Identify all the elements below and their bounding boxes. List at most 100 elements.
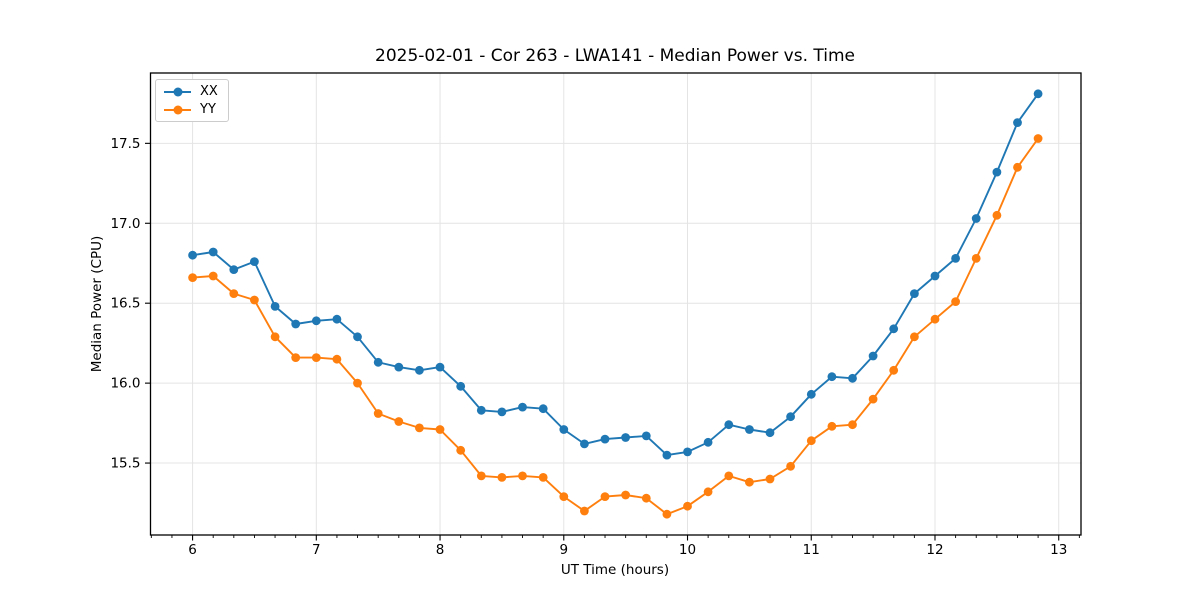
y-tick-label: 17.5 [110,136,140,152]
series-yy-point [497,473,507,482]
x-tick-label: 6 [188,542,197,558]
y-tick-label: 16.5 [110,296,140,312]
series-yy-point [641,493,651,503]
y-tick-label: 16.0 [110,376,140,392]
series-yy-point [745,477,754,487]
series-xx-point [889,324,899,334]
series-xx-point [641,431,651,441]
series-xx-point [518,402,527,412]
series-xx-line [191,92,1040,457]
legend-label-yy: YY [200,102,216,117]
series-yy-point [394,417,404,426]
series-xx-point [621,433,630,442]
series-yy-point [1013,162,1022,172]
series-yy-point [291,353,301,362]
series-xx-point [1013,118,1022,127]
series-xx-point [971,214,981,223]
x-tick-label: 8 [436,542,445,558]
plot-border [149,72,1082,536]
series-yy-point [992,210,1002,220]
series-xx-point [930,271,940,281]
legend-marker-icon [173,87,182,96]
x-axis-label: UT Time (hours) [560,562,670,578]
series-yy-point [848,420,857,430]
series-yy-point [353,378,362,388]
legend-line-sample-xx [164,87,191,96]
series-yy-point [827,421,837,431]
series-yy-point [971,254,981,263]
series-xx-point [415,365,424,375]
series-xx-point [332,314,342,324]
series-yy-point [868,394,878,404]
series-xx-point [311,316,321,326]
series-xx-point [353,332,362,342]
series-xx-point [992,167,1002,177]
series-yy-point [332,354,342,364]
x-tick-label: 13 [1050,542,1067,558]
series-yy-line [191,137,1040,516]
legend-item-xx: XX [164,85,218,98]
series-xx-point [394,362,404,372]
series-yy-point [806,436,816,446]
series-yy-point [889,365,899,375]
series-xx-point [765,428,775,438]
series-yy-point [1033,134,1043,143]
series-yy-point [270,332,280,342]
series-xx-point [951,254,960,263]
series-yy-point [703,487,713,497]
series-yy-point [456,445,466,455]
series-xx-point [291,319,301,329]
series-xx-point [373,357,383,367]
x-tick-label: 11 [803,542,820,558]
series-yy-point [910,332,919,342]
series-yy-point [229,289,239,298]
series-yy-point [415,423,424,433]
series-yy-point [786,461,795,471]
series-yy-point [538,473,548,482]
series-yy-point [188,273,198,282]
series-yy-point [373,409,383,418]
series-xx-point [456,381,466,391]
series-xx-point [559,425,569,434]
series-yy-point [435,425,445,434]
series-xx-point [848,373,857,383]
legend-marker-icon [173,105,182,114]
legend-item-yy: YY [164,103,218,116]
x-tick-label: 7 [312,542,321,558]
series-yy-point [930,314,940,324]
series-yy-point [208,271,218,281]
x-tick-label: 9 [559,542,568,558]
series-xx-point [600,434,610,444]
series-yy-point [518,471,527,481]
series-xx-point [827,372,837,382]
series-yy-point [559,492,569,501]
series-yy-point [724,471,734,481]
series-xx-point [476,405,486,415]
series-xx-point [910,289,919,298]
series-yy-point [621,490,630,500]
series-xx-point [868,351,878,361]
series-xx-point [208,247,218,257]
series-xx-point [435,362,445,372]
x-tick-label: 12 [926,542,943,558]
series-xx-point [497,407,507,417]
series-yy-point [600,492,610,501]
series-xx-point [662,450,672,460]
chart-title: 2025-02-01 - Cor 263 - LWA141 - Median P… [375,46,855,66]
series-xx-point [703,437,713,447]
legend-line-sample-yy [164,105,191,114]
series-yy-point [951,297,960,306]
series-xx-point [745,425,754,434]
series-xx-point [580,439,589,449]
series-xx-point [270,302,280,311]
y-tick-label: 17.0 [110,216,140,232]
series-xx-point [229,265,239,274]
series-yy-point [765,474,775,484]
x-tick-label: 10 [679,542,696,558]
series-xx-point [724,420,734,430]
legend: XX YY [155,79,229,122]
y-tick-label: 15.5 [110,456,140,472]
series-xx-point [250,257,259,266]
